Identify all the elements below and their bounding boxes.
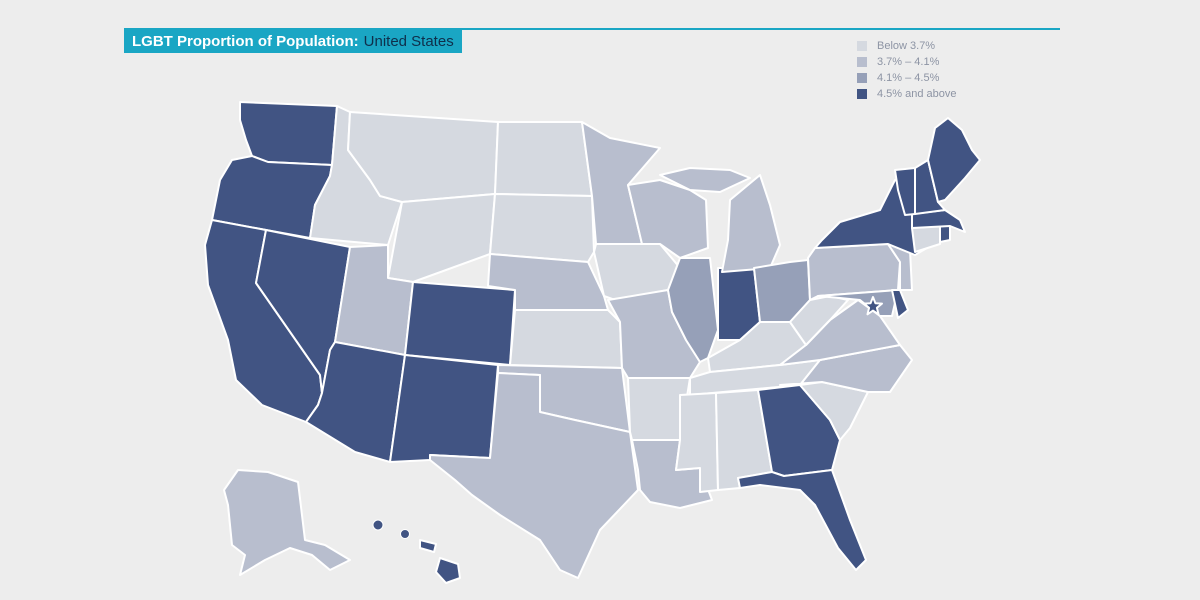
state-connecticut[interactable] xyxy=(911,225,941,253)
state-rhode-island[interactable] xyxy=(939,225,951,243)
legend-label: Below 3.7% xyxy=(877,40,936,52)
state-florida[interactable] xyxy=(737,469,867,571)
state-delaware[interactable] xyxy=(891,289,909,319)
state-texas[interactable] xyxy=(429,372,639,579)
state-washington[interactable] xyxy=(239,101,338,166)
legend: Below 3.7% 3.7% – 4.1% 4.1% – 4.5% 4.5% … xyxy=(857,38,957,102)
legend-item: 4.5% and above xyxy=(857,86,957,102)
map-title: LGBT Proportion of Population: United St… xyxy=(124,30,462,53)
legend-swatch xyxy=(857,57,867,67)
state-michigan[interactable] xyxy=(721,174,781,273)
state-new-mexico[interactable] xyxy=(389,354,499,463)
state-virginia[interactable] xyxy=(779,299,901,366)
legend-label: 3.7% – 4.1% xyxy=(877,56,940,68)
state-michigan-upper[interactable] xyxy=(659,167,751,193)
state-wisconsin[interactable] xyxy=(627,179,709,259)
state-north-dakota[interactable] xyxy=(494,121,593,197)
legend-swatch xyxy=(857,89,867,99)
state-illinois[interactable] xyxy=(667,257,719,363)
state-wyoming[interactable] xyxy=(387,193,496,283)
legend-swatch xyxy=(857,73,867,83)
hawaii-island-big-island xyxy=(435,557,461,584)
title-country: United States xyxy=(363,33,454,50)
legend-item: Below 3.7% xyxy=(857,38,957,54)
state-kansas[interactable] xyxy=(509,309,623,369)
state-north-carolina[interactable] xyxy=(779,344,913,393)
legend-label: 4.1% – 4.5% xyxy=(877,72,940,84)
state-vermont[interactable] xyxy=(894,167,916,216)
hawaii-island-kauai xyxy=(372,519,384,531)
legend-item: 3.7% – 4.1% xyxy=(857,54,957,70)
state-south-dakota[interactable] xyxy=(489,193,595,263)
district-of-columbia-star-icon xyxy=(863,296,883,316)
title-main: LGBT Proportion of Population: xyxy=(132,33,359,50)
legend-item: 4.1% – 4.5% xyxy=(857,70,957,86)
state-alaska[interactable] xyxy=(223,469,351,576)
state-maine[interactable] xyxy=(927,117,981,203)
state-colorado[interactable] xyxy=(404,281,516,366)
legend-swatch xyxy=(857,41,867,51)
title-rule xyxy=(124,28,1060,30)
hawaii-island-maui xyxy=(419,539,437,553)
state-hawaii[interactable] xyxy=(372,519,461,584)
hawaii-island-oahu xyxy=(400,529,410,539)
legend-label: 4.5% and above xyxy=(877,88,957,100)
